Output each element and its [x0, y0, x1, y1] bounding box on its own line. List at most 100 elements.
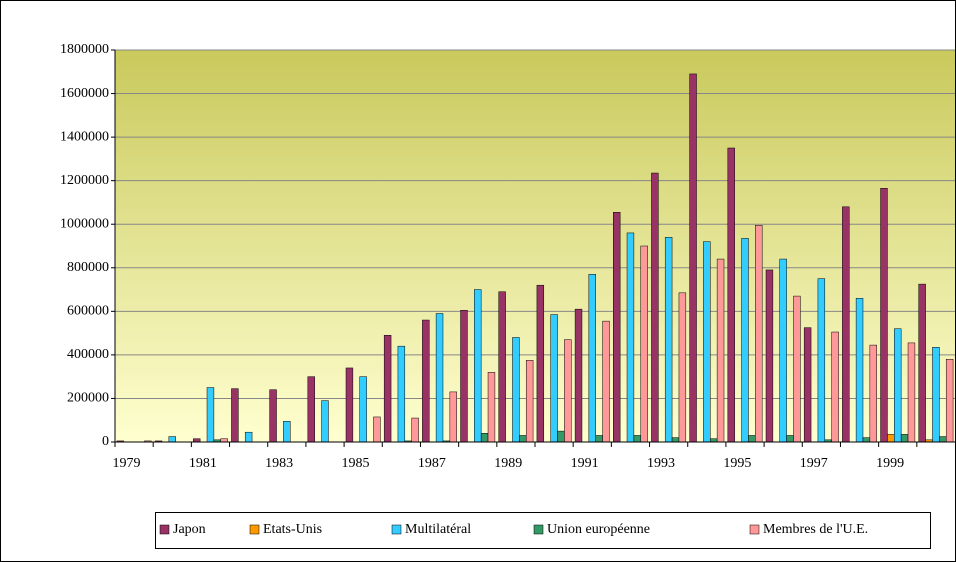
- bar: [803, 327, 812, 443]
- bar: [817, 278, 826, 443]
- x-tick-label: 1993: [647, 456, 675, 471]
- bar: [550, 314, 558, 443]
- bar: [480, 433, 489, 443]
- bar: [793, 295, 801, 443]
- bar: [842, 206, 850, 443]
- bar: [741, 238, 749, 443]
- bar: [887, 434, 895, 443]
- x-tick-label: 1991: [571, 456, 599, 471]
- legend-label: Union européenne: [547, 522, 650, 537]
- bar: [869, 344, 877, 443]
- bar: [786, 435, 794, 443]
- bar: [525, 360, 534, 443]
- bar: [345, 367, 354, 443]
- bar: [595, 435, 603, 443]
- bar: [689, 73, 697, 443]
- bar: [435, 313, 444, 443]
- legend-swatch: [749, 524, 760, 535]
- x-tick-label: 1983: [265, 456, 293, 471]
- bar: [831, 331, 839, 443]
- bar: [498, 291, 506, 443]
- x-tick-label: 1997: [800, 456, 828, 471]
- bar: [422, 319, 430, 443]
- bar: [536, 284, 545, 443]
- legend-label: Multilatéral: [405, 522, 471, 537]
- bar: [231, 388, 239, 443]
- bar: [755, 225, 763, 443]
- bar: [748, 435, 756, 443]
- bar: [588, 274, 596, 443]
- bar: [664, 237, 673, 443]
- bar: [359, 376, 367, 443]
- bar: [321, 400, 329, 443]
- bar: [373, 416, 381, 443]
- bar: [383, 335, 392, 443]
- legend-label: Japon: [173, 522, 206, 537]
- x-tick-label: 1989: [494, 456, 522, 471]
- x-tick-label: 1985: [342, 456, 370, 471]
- y-tick-label: 1200000: [60, 173, 109, 188]
- bar: [574, 308, 583, 443]
- y-tick-label: 1800000: [60, 42, 109, 57]
- bar: [449, 391, 457, 443]
- y-tick-label: 1600000: [60, 86, 109, 101]
- bar: [168, 436, 176, 443]
- bar: [932, 347, 940, 443]
- x-tick-label: 1979: [112, 456, 140, 471]
- bar: [716, 258, 725, 443]
- bar: [765, 269, 774, 443]
- y-tick-label: 0: [102, 434, 109, 449]
- x-tick-label: 1981: [189, 456, 217, 471]
- bar: [411, 417, 419, 443]
- legend-label: Membres de l'U.E.: [763, 522, 868, 537]
- bar: [862, 437, 871, 443]
- bar: [640, 245, 648, 443]
- bar: [460, 309, 468, 443]
- bar: [397, 345, 406, 443]
- bar: [244, 431, 253, 443]
- bar: [626, 232, 635, 443]
- x-tick-label: 1987: [418, 456, 446, 471]
- legend-label: Etats-Unis: [263, 522, 322, 537]
- bar: [939, 436, 947, 443]
- y-tick-label: 400000: [67, 347, 109, 362]
- x-tick-label: 1995: [723, 456, 751, 471]
- bar: [206, 387, 215, 443]
- bar: [474, 289, 482, 443]
- legend-swatch: [249, 524, 260, 535]
- bar: [678, 292, 687, 443]
- bar: [269, 389, 277, 443]
- legend-swatch: [159, 524, 170, 535]
- bar: [671, 437, 680, 443]
- bar: [283, 421, 291, 443]
- y-tick-label: 1000000: [60, 216, 109, 231]
- bar: [564, 339, 572, 443]
- bar: [307, 376, 315, 443]
- bar: [557, 430, 565, 443]
- legend-swatch: [533, 524, 544, 535]
- bar: [880, 188, 888, 443]
- legend-swatch: [391, 524, 402, 535]
- bar: [633, 435, 642, 443]
- plot-area: [115, 50, 955, 442]
- bar: [855, 298, 864, 443]
- bar: [907, 342, 916, 443]
- bar: [894, 328, 902, 443]
- bar: [945, 358, 954, 443]
- x-tick-label: 1999: [876, 456, 904, 471]
- bar: [727, 147, 735, 443]
- bar: [519, 435, 527, 443]
- y-tick-label: 200000: [67, 391, 109, 406]
- bar: [613, 211, 621, 443]
- bar: [918, 283, 926, 443]
- bar: [487, 372, 496, 443]
- y-tick-label: 600000: [67, 304, 109, 319]
- bar: [703, 241, 711, 443]
- bar: [900, 434, 909, 443]
- y-tick-label: 800000: [67, 260, 109, 275]
- bar: [512, 337, 520, 443]
- y-tick-label: 1400000: [60, 129, 109, 144]
- bar: [651, 172, 659, 443]
- bar: [602, 320, 610, 443]
